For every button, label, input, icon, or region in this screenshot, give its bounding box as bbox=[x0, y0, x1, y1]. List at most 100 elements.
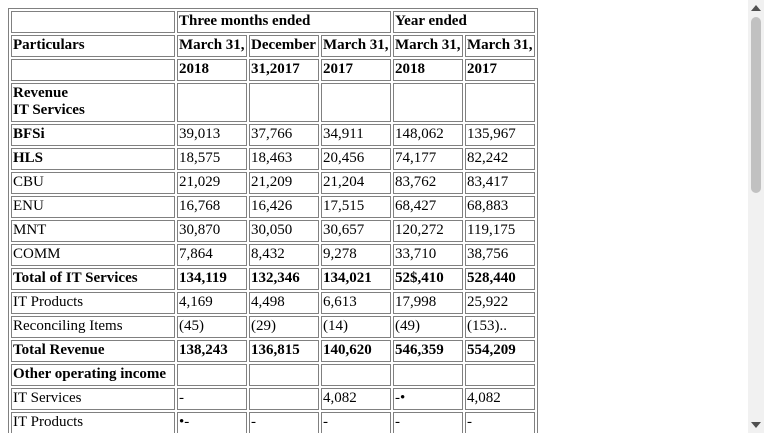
table-cell: 4,169 bbox=[177, 292, 247, 314]
table-row: Reconciling Items (45) (29) (14) (49) (153).. bbox=[11, 316, 535, 338]
table-cell: 39,013 bbox=[177, 124, 247, 146]
header-cell: 2017 bbox=[321, 59, 391, 81]
header-cell: 31,2017 bbox=[249, 59, 319, 81]
table-cell bbox=[465, 83, 535, 122]
page-viewport: Three months ended Year ended Particular… bbox=[8, 8, 538, 433]
header-cell: March 31, bbox=[177, 35, 247, 57]
scroll-down-arrow-icon[interactable] bbox=[751, 422, 761, 428]
header-row-period: Three months ended Year ended bbox=[11, 11, 535, 33]
table-cell: 83,417 bbox=[465, 172, 535, 194]
header-cell: 2018 bbox=[177, 59, 247, 81]
row-label: CBU bbox=[11, 172, 175, 194]
row-label: IT Products bbox=[11, 412, 175, 433]
table-cell bbox=[249, 83, 319, 122]
table-row: IT Services - 4,082 -• 4,082 bbox=[11, 388, 535, 410]
row-label: Reconciling Items bbox=[11, 316, 175, 338]
table-cell: (153).. bbox=[465, 316, 535, 338]
table-cell: (29) bbox=[249, 316, 319, 338]
scroll-up-arrow-icon[interactable] bbox=[751, 5, 761, 11]
header-three-months-ended: Three months ended bbox=[177, 11, 391, 33]
table-cell: 17,998 bbox=[393, 292, 463, 314]
table-cell: 554,209 bbox=[465, 340, 535, 362]
table-cell: 138,243 bbox=[177, 340, 247, 362]
table-cell: 21,029 bbox=[177, 172, 247, 194]
table-cell: 4,082 bbox=[321, 388, 391, 410]
table-cell bbox=[393, 364, 463, 386]
table-cell: 134,021 bbox=[321, 268, 391, 290]
row-label: Total Revenue bbox=[11, 340, 175, 362]
row-label: MNT bbox=[11, 220, 175, 242]
header-cell: 2017 bbox=[465, 59, 535, 81]
table-cell: 120,272 bbox=[393, 220, 463, 242]
table-cell: 17,515 bbox=[321, 196, 391, 218]
table-cell: 119,175 bbox=[465, 220, 535, 242]
row-label: BFSi bbox=[11, 124, 175, 146]
row-label: IT Products bbox=[11, 292, 175, 314]
table-cell: 136,815 bbox=[249, 340, 319, 362]
table-row: Other operating income bbox=[11, 364, 535, 386]
header-row-year: 2018 31,2017 2017 2018 2017 bbox=[11, 59, 535, 81]
table-cell: 34,911 bbox=[321, 124, 391, 146]
header-particulars: Particulars bbox=[11, 35, 175, 57]
table-cell bbox=[177, 364, 247, 386]
table-cell bbox=[321, 364, 391, 386]
table-cell: 25,922 bbox=[465, 292, 535, 314]
table-cell: 30,657 bbox=[321, 220, 391, 242]
table-cell: (49) bbox=[393, 316, 463, 338]
header-cell: December bbox=[249, 35, 319, 57]
table-row: ENU 16,768 16,426 17,515 68,427 68,883 bbox=[11, 196, 535, 218]
header-cell bbox=[11, 59, 175, 81]
table-cell: 140,620 bbox=[321, 340, 391, 362]
row-label: IT Services bbox=[11, 388, 175, 410]
header-year-ended: Year ended bbox=[393, 11, 535, 33]
table-row: COMM 7,864 8,432 9,278 33,710 38,756 bbox=[11, 244, 535, 266]
scrollbar-thumb[interactable] bbox=[751, 17, 761, 193]
row-label: Total of IT Services bbox=[11, 268, 175, 290]
table-cell bbox=[393, 83, 463, 122]
table-row: Total Revenue 138,243 136,815 140,620 546,35… bbox=[11, 340, 535, 362]
table-cell: 148,062 bbox=[393, 124, 463, 146]
table-cell: 52$,410 bbox=[393, 268, 463, 290]
table-cell bbox=[249, 388, 319, 410]
table-cell: 134,119 bbox=[177, 268, 247, 290]
table-cell: (14) bbox=[321, 316, 391, 338]
table-cell: 30,870 bbox=[177, 220, 247, 242]
table-cell: 4,498 bbox=[249, 292, 319, 314]
table-cell: 4,082 bbox=[465, 388, 535, 410]
table-row: BFSi 39,013 37,766 34,911 148,062 135,967 bbox=[11, 124, 535, 146]
vertical-scrollbar[interactable] bbox=[748, 0, 764, 433]
table-cell bbox=[321, 83, 391, 122]
table-cell: 18,463 bbox=[249, 148, 319, 170]
table-cell: - bbox=[321, 412, 391, 433]
table-cell bbox=[177, 83, 247, 122]
table-row: CBU 21,029 21,209 21,204 83,762 83,417 bbox=[11, 172, 535, 194]
table-cell: 8,432 bbox=[249, 244, 319, 266]
table-cell: 20,456 bbox=[321, 148, 391, 170]
row-label: Revenue IT Services bbox=[11, 83, 175, 122]
header-cell: 2018 bbox=[393, 59, 463, 81]
table-cell: 38,756 bbox=[465, 244, 535, 266]
table-cell: •- bbox=[177, 412, 247, 433]
table-row: IT Products •- - - - - bbox=[11, 412, 535, 433]
header-cell: March 31, bbox=[321, 35, 391, 57]
table-cell: - bbox=[177, 388, 247, 410]
table-cell: 83,762 bbox=[393, 172, 463, 194]
table-cell: 68,883 bbox=[465, 196, 535, 218]
table-cell: 16,768 bbox=[177, 196, 247, 218]
table-cell: 132,346 bbox=[249, 268, 319, 290]
header-cell: March 31, bbox=[393, 35, 463, 57]
table-cell: 68,427 bbox=[393, 196, 463, 218]
table-cell: 7,864 bbox=[177, 244, 247, 266]
header-cell: March 31, bbox=[465, 35, 535, 57]
table-cell: 546,359 bbox=[393, 340, 463, 362]
table-cell: 9,278 bbox=[321, 244, 391, 266]
table-cell: 21,204 bbox=[321, 172, 391, 194]
row-label: COMM bbox=[11, 244, 175, 266]
row-label: Other operating income bbox=[11, 364, 175, 386]
table-cell bbox=[465, 364, 535, 386]
header-row-month: Particulars March 31, December March 31,… bbox=[11, 35, 535, 57]
table-row: IT Products 4,169 4,498 6,613 17,998 25,922 bbox=[11, 292, 535, 314]
table-cell: 33,710 bbox=[393, 244, 463, 266]
table-cell: 18,575 bbox=[177, 148, 247, 170]
row-label: ENU bbox=[11, 196, 175, 218]
